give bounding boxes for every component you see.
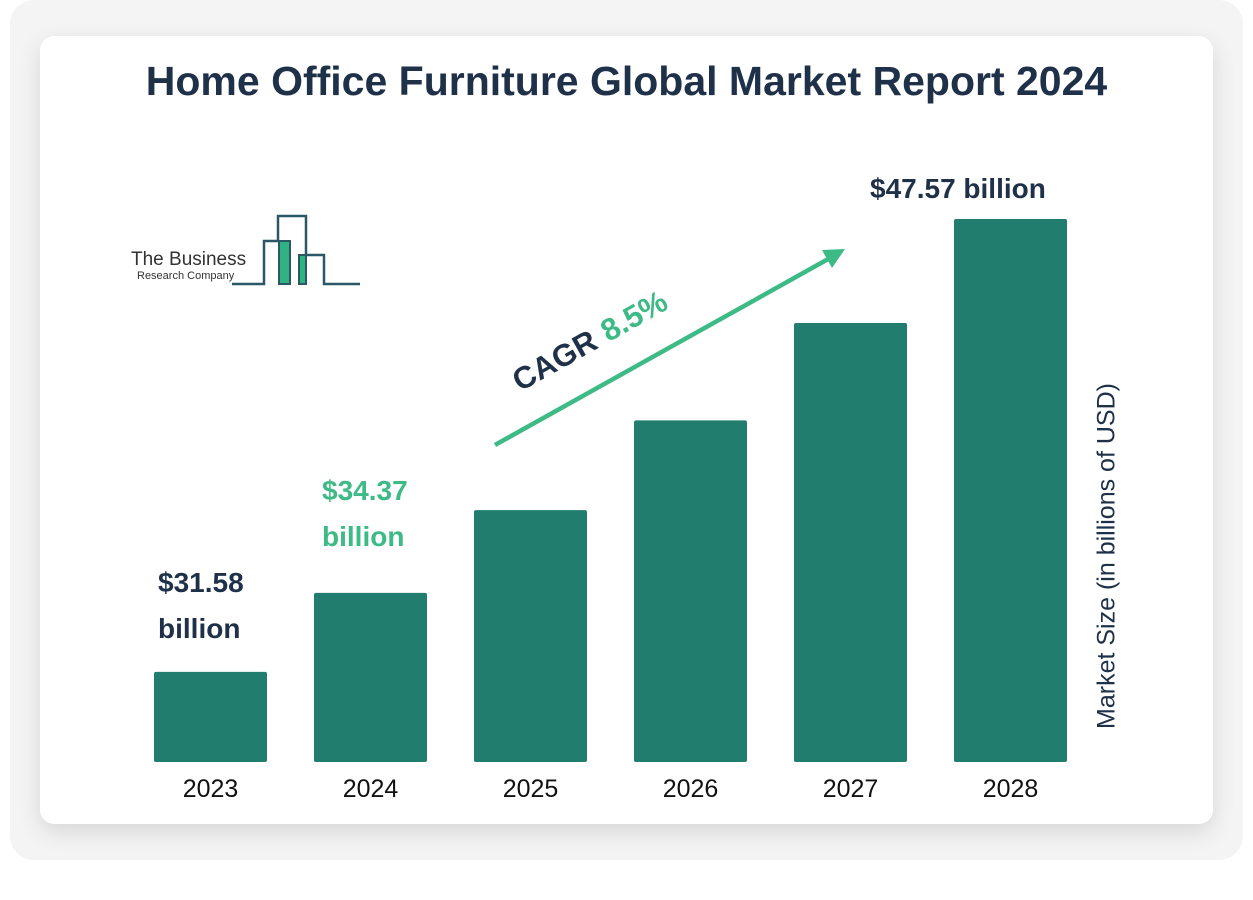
bar-2026 xyxy=(634,420,747,762)
cagr-annotation: CAGR8.5% xyxy=(506,283,673,398)
data-label-2024-value: $34.37 xyxy=(322,475,408,506)
data-label-2024: $34.37 billion xyxy=(322,468,408,560)
x-tick-2026: 2026 xyxy=(663,775,719,803)
chart-title: Home Office Furniture Global Market Repo… xyxy=(145,58,1108,104)
x-tick-2027: 2027 xyxy=(823,775,879,803)
data-label-2023-value: $31.58 xyxy=(158,567,244,598)
bar-2028 xyxy=(954,219,1067,762)
bar-2027 xyxy=(794,322,907,762)
x-tick-2025: 2025 xyxy=(503,775,559,803)
bar-2025 xyxy=(474,510,587,762)
logo-line2: Research Company xyxy=(137,270,235,282)
data-label-2023-unit: billion xyxy=(158,613,241,644)
cagr-arrow xyxy=(493,249,845,447)
bar-2024 xyxy=(314,592,427,762)
logo: The Business Research Company xyxy=(131,214,360,286)
bar-2023 xyxy=(154,671,267,762)
data-label-2028: $47.57 billion xyxy=(870,173,1046,204)
logo-line1: The Business xyxy=(131,249,246,270)
x-tick-2024: 2024 xyxy=(343,775,399,803)
data-label-2024-unit: billion xyxy=(322,521,405,552)
x-tick-2028: 2028 xyxy=(983,775,1039,803)
y-axis-label: Market Size (in billions of USD) xyxy=(1092,383,1121,729)
x-tick-2023: 2023 xyxy=(183,775,239,803)
data-label-2023: $31.58 billion xyxy=(158,560,244,652)
